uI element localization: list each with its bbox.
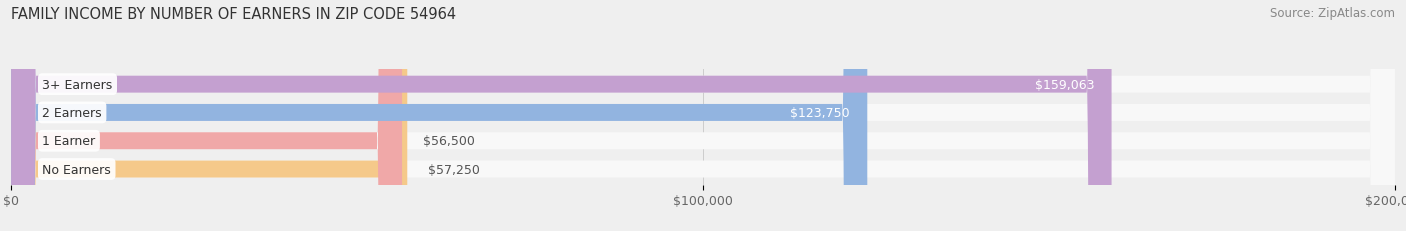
Text: $123,750: $123,750 [790, 106, 851, 119]
FancyBboxPatch shape [11, 0, 1395, 231]
Text: 1 Earner: 1 Earner [42, 135, 96, 148]
Text: 2 Earners: 2 Earners [42, 106, 103, 119]
FancyBboxPatch shape [11, 0, 408, 231]
Text: Source: ZipAtlas.com: Source: ZipAtlas.com [1270, 7, 1395, 20]
Text: No Earners: No Earners [42, 163, 111, 176]
Text: $57,250: $57,250 [427, 163, 479, 176]
FancyBboxPatch shape [11, 0, 402, 231]
FancyBboxPatch shape [11, 0, 1395, 231]
Text: FAMILY INCOME BY NUMBER OF EARNERS IN ZIP CODE 54964: FAMILY INCOME BY NUMBER OF EARNERS IN ZI… [11, 7, 457, 22]
Text: $159,063: $159,063 [1035, 78, 1094, 91]
FancyBboxPatch shape [11, 0, 1395, 231]
Text: 3+ Earners: 3+ Earners [42, 78, 112, 91]
FancyBboxPatch shape [11, 0, 1112, 231]
FancyBboxPatch shape [11, 0, 1395, 231]
Text: $56,500: $56,500 [423, 135, 475, 148]
FancyBboxPatch shape [11, 0, 868, 231]
